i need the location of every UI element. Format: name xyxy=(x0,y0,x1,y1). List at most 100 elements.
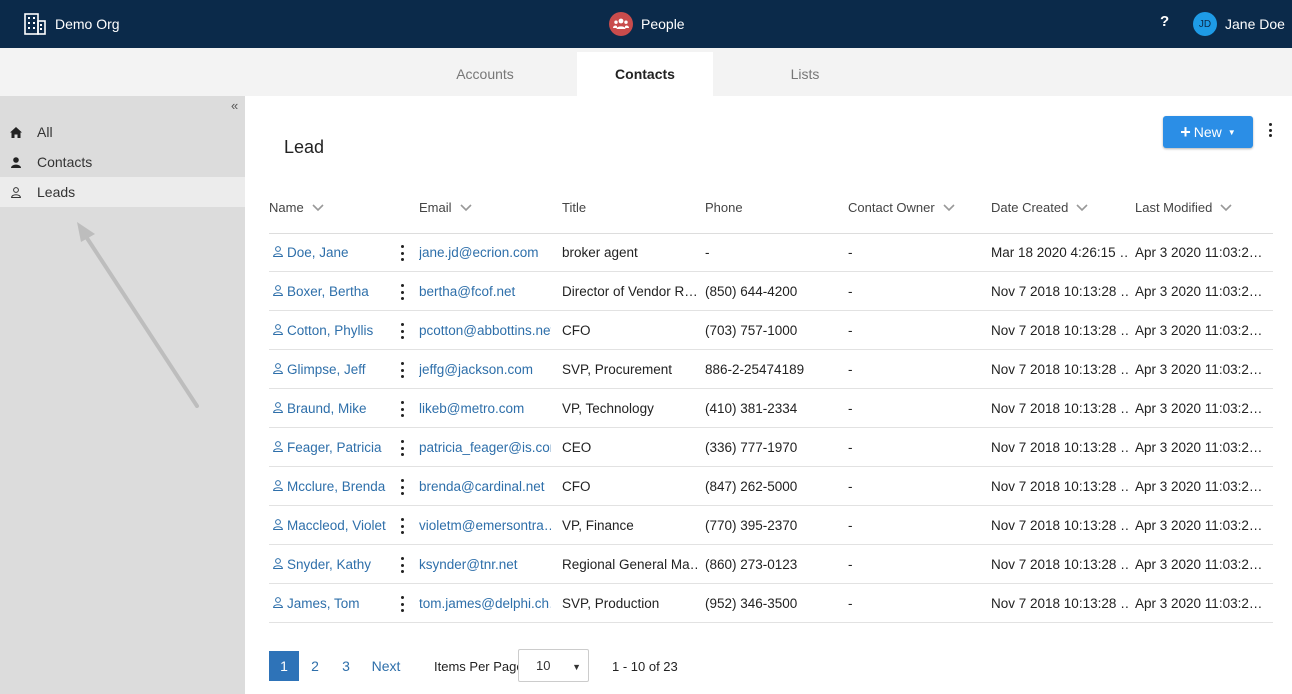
tab-accounts[interactable]: Accounts xyxy=(456,66,514,82)
column-header-email[interactable]: Email xyxy=(419,200,472,215)
person-outline-icon xyxy=(273,557,283,572)
tab-contacts[interactable]: Contacts xyxy=(577,52,713,96)
org-switcher[interactable]: Demo Org xyxy=(24,0,120,48)
collapse-sidebar-button[interactable]: « xyxy=(231,98,239,113)
cell-text: Apr 3 2020 11:03:2… xyxy=(1135,517,1263,533)
cell-name[interactable]: Boxer, Bertha xyxy=(273,272,393,310)
cell-modified: Apr 3 2020 11:03:2… xyxy=(1135,389,1273,427)
cell-name[interactable]: Doe, Jane xyxy=(273,233,393,271)
cell-name[interactable]: Maccleod, Violet xyxy=(273,506,393,544)
cell-text: - xyxy=(848,244,853,260)
chevron-down-icon xyxy=(1076,203,1088,211)
row-menu-button[interactable] xyxy=(398,323,406,339)
page-2-button[interactable]: 2 xyxy=(311,658,319,674)
cell-email[interactable]: violetm@emersontra… xyxy=(419,506,551,544)
cell-email[interactable]: jane.jd@ecrion.com xyxy=(419,233,551,271)
person-icon xyxy=(10,156,22,168)
cell-text: Mcclure, Brenda xyxy=(287,478,386,494)
cell-text: - xyxy=(848,322,853,338)
column-header-last-modified[interactable]: Last Modified xyxy=(1135,200,1232,215)
kebab-icon xyxy=(398,362,406,378)
cell-name[interactable]: Feager, Patricia xyxy=(273,428,393,466)
cell-created: Nov 7 2018 10:13:28 … xyxy=(991,389,1129,427)
cell-owner: - xyxy=(848,233,978,271)
cell-text: Nov 7 2018 10:13:28 … xyxy=(991,361,1129,377)
person-outline-icon xyxy=(273,401,283,416)
row-menu-button[interactable] xyxy=(398,479,406,495)
app-switcher[interactable]: People xyxy=(609,0,685,48)
row-menu-button[interactable] xyxy=(398,401,406,417)
person-outline-icon xyxy=(273,479,283,494)
sidebar-item-contacts[interactable]: Contacts xyxy=(0,147,245,177)
cell-name[interactable]: Snyder, Kathy xyxy=(273,545,393,583)
row-menu-button[interactable] xyxy=(398,596,406,612)
cell-phone: (860) 273-0123 xyxy=(705,545,835,583)
items-per-page-select[interactable]: 10 ▼ xyxy=(518,649,589,682)
cell-text: (703) 757-1000 xyxy=(705,322,798,338)
sidebar: « All Contacts Leads xyxy=(0,96,245,694)
column-header-date-created[interactable]: Date Created xyxy=(991,200,1088,215)
cell-phone: (850) 644-4200 xyxy=(705,272,835,310)
cell-email[interactable]: patricia_feager@is.com xyxy=(419,428,551,466)
cell-title: CEO xyxy=(562,428,697,466)
cell-text: Apr 3 2020 11:03:2… xyxy=(1135,400,1263,416)
cell-created: Nov 7 2018 10:13:28 … xyxy=(991,506,1129,544)
people-icon xyxy=(609,12,633,36)
kebab-icon xyxy=(398,401,406,417)
cell-phone: (336) 777-1970 xyxy=(705,428,835,466)
help-button[interactable]: ? xyxy=(1160,13,1170,30)
cell-name[interactable]: Glimpse, Jeff xyxy=(273,350,393,388)
cell-owner: - xyxy=(848,428,978,466)
column-header-name[interactable]: Name xyxy=(269,200,324,215)
column-header-contact-owner[interactable]: Contact Owner xyxy=(848,200,955,215)
row-menu-button[interactable] xyxy=(398,362,406,378)
person-outline-icon xyxy=(273,284,283,299)
sidebar-item-leads[interactable]: Leads xyxy=(0,177,245,207)
cell-text: jane.jd@ecrion.com xyxy=(419,244,539,260)
cell-email[interactable]: pcotton@abbottins.net xyxy=(419,311,551,349)
new-button[interactable]: + New ▼ xyxy=(1163,116,1253,148)
cell-name[interactable]: Cotton, Phyllis xyxy=(273,311,393,349)
row-menu-button[interactable] xyxy=(398,440,406,456)
page-3-button[interactable]: 3 xyxy=(342,658,350,674)
column-header-phone[interactable]: Phone xyxy=(705,200,743,215)
column-header-title[interactable]: Title xyxy=(562,200,587,215)
cell-modified: Apr 3 2020 11:03:2… xyxy=(1135,428,1273,466)
next-page-button[interactable]: Next xyxy=(371,658,401,674)
cell-owner: - xyxy=(848,584,978,622)
sidebar-item-label: All xyxy=(37,124,53,140)
person-outline-icon xyxy=(273,245,283,260)
row-menu-button[interactable] xyxy=(398,284,406,300)
cell-email[interactable]: brenda@cardinal.net xyxy=(419,467,551,505)
cell-name[interactable]: Mcclure, Brenda xyxy=(273,467,393,505)
row-menu-button[interactable] xyxy=(398,245,406,261)
cell-email[interactable]: bertha@fcof.net xyxy=(419,272,551,310)
cell-text: violetm@emersontra… xyxy=(419,517,551,533)
avatar: JD xyxy=(1193,12,1217,36)
cell-text: Cotton, Phyllis xyxy=(287,322,374,338)
cell-text: Apr 3 2020 11:03:2… xyxy=(1135,595,1263,611)
cell-email[interactable]: tom.james@delphi.ch… xyxy=(419,584,551,622)
cell-text: CEO xyxy=(562,439,592,455)
cell-email[interactable]: likeb@metro.com xyxy=(419,389,551,427)
cell-modified: Apr 3 2020 11:03:2… xyxy=(1135,350,1273,388)
chevron-down-icon xyxy=(312,203,324,211)
cell-modified: Apr 3 2020 11:03:2… xyxy=(1135,467,1273,505)
cell-phone: (847) 262-5000 xyxy=(705,467,835,505)
cell-name[interactable]: James, Tom xyxy=(273,584,393,622)
row-menu-button[interactable] xyxy=(398,518,406,534)
cell-text: Apr 3 2020 11:03:2… xyxy=(1135,478,1263,494)
more-options-button[interactable] xyxy=(1265,123,1275,141)
user-menu[interactable]: JD Jane Doe xyxy=(1193,0,1285,48)
cell-email[interactable]: ksynder@tnr.net xyxy=(419,545,551,583)
cell-name[interactable]: Braund, Mike xyxy=(273,389,393,427)
cell-text: Nov 7 2018 10:13:28 … xyxy=(991,595,1129,611)
table-row: Cotton, Phyllis pcotton@abbottins.net CFO (… xyxy=(269,311,1273,350)
cell-text: broker agent xyxy=(562,244,638,260)
row-menu-button[interactable] xyxy=(398,557,406,573)
tab-lists[interactable]: Lists xyxy=(790,66,820,82)
cell-email[interactable]: jeffg@jackson.com xyxy=(419,350,551,388)
page-1-button[interactable]: 1 xyxy=(269,651,299,681)
sidebar-item-all[interactable]: All xyxy=(0,117,245,147)
cell-text: Mar 18 2020 4:26:15 … xyxy=(991,244,1129,260)
